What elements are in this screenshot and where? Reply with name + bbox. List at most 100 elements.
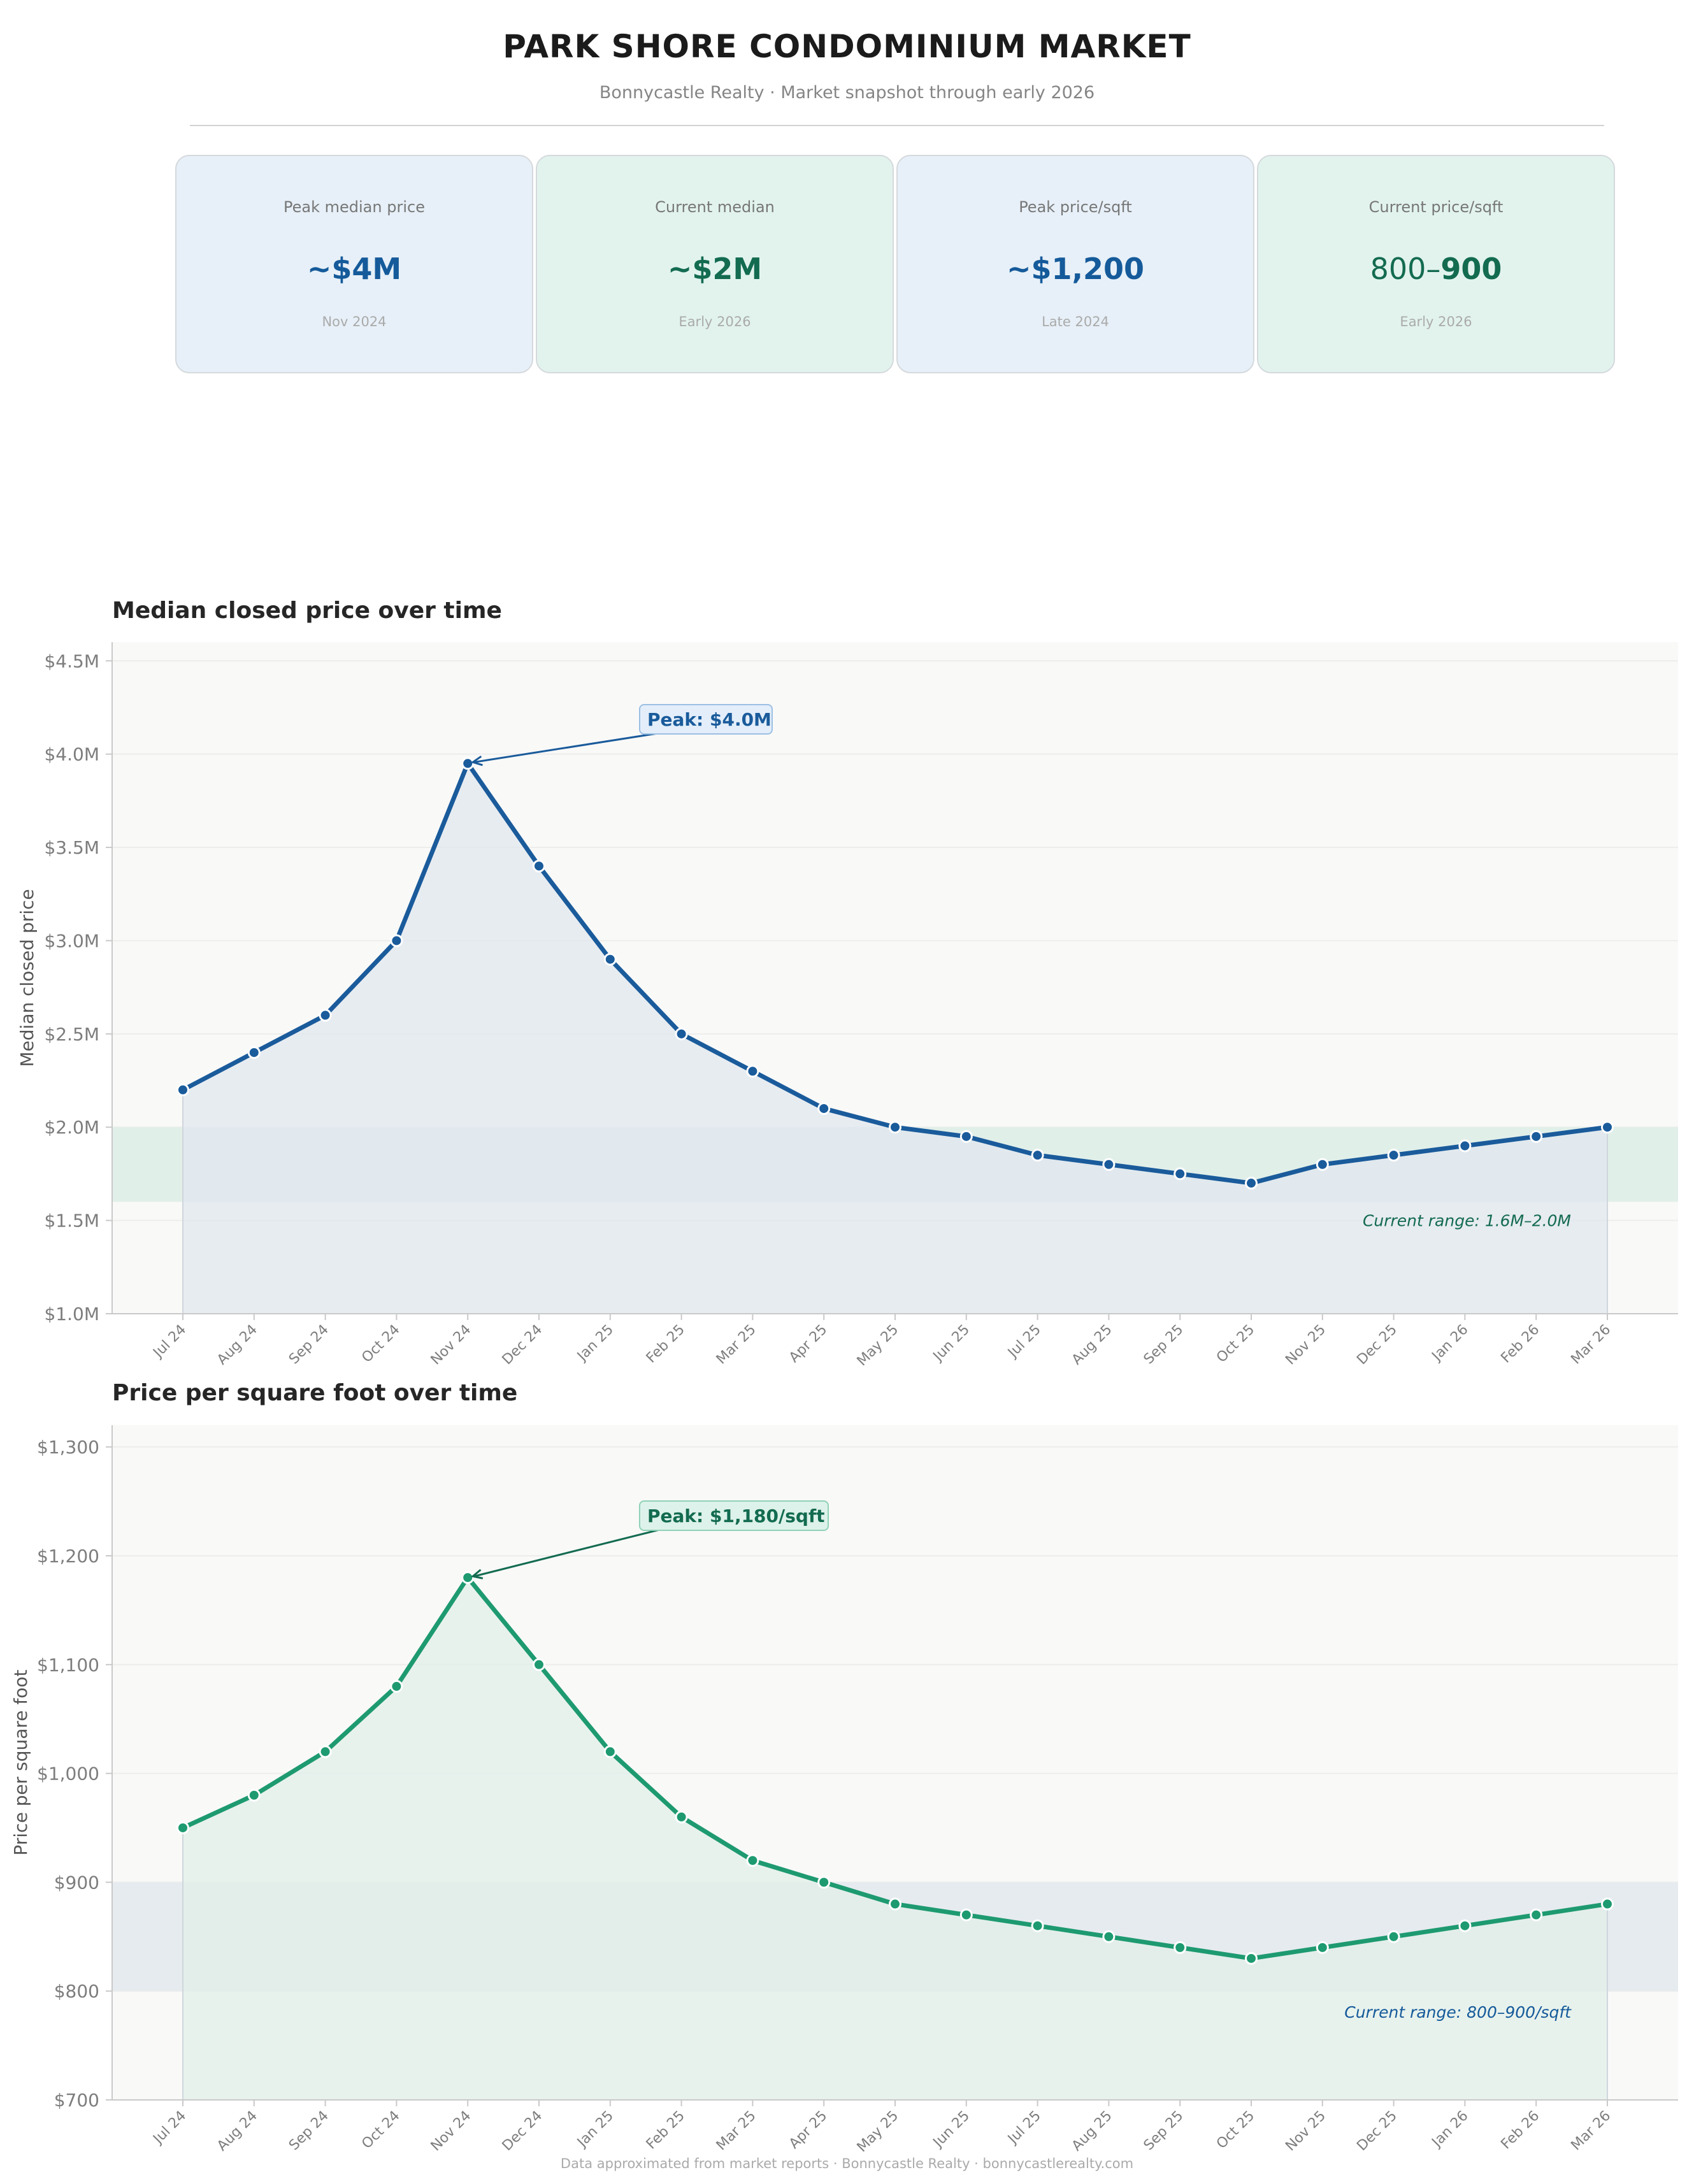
x-tick-label: Mar 26 [1568, 1322, 1614, 1368]
data-point [461, 757, 475, 770]
y-tick-label: $1,000 [37, 1764, 99, 1785]
data-point [603, 952, 617, 966]
card-current-median: Current median ~$2M Early 2026 [536, 155, 894, 373]
x-tick-label: Aug 25 [1069, 1322, 1116, 1369]
x-tick-label: Aug 25 [1069, 2108, 1116, 2152]
data-point [533, 1658, 545, 1671]
card-sub: Late 2024 [1042, 314, 1109, 329]
x-tick-label: Nov 24 [428, 2108, 475, 2152]
data-point [319, 1745, 332, 1758]
data-point [247, 1788, 261, 1802]
x-tick-label: Nov 25 [1282, 1322, 1329, 1369]
y-tick-label: $1,200 [37, 1546, 99, 1567]
data-point [817, 1102, 831, 1115]
x-tick-label: Feb 25 [643, 2108, 688, 2152]
y-tick-label: $1,100 [37, 1655, 99, 1676]
card-value-bold: 900 [1440, 252, 1502, 286]
data-point [1458, 1919, 1472, 1932]
chart-title-median-price: Median closed price over time [112, 598, 502, 624]
area-fill [183, 1577, 1607, 2100]
y-axis-label: Median closed price [17, 889, 38, 1067]
x-tick-label: Jan 25 [573, 1322, 617, 1365]
data-point [1601, 1897, 1614, 1911]
y-tick-label: $2.0M [44, 1117, 99, 1138]
x-tick-label: Jun 25 [930, 1322, 973, 1365]
peak-label-box [639, 704, 773, 735]
card-peak-price-sqft: Peak price/sqft ~$1,200 Late 2024 [896, 155, 1254, 373]
x-tick-label: Oct 24 [359, 2108, 403, 2152]
x-tick-label: Jul 25 [1004, 2108, 1044, 2148]
y-tick-label: $1,300 [37, 1437, 99, 1458]
price-per-sqft-chart: $700 $800 $900 $1,000 $1,100 $1,200 $1,300 Curr… [10, 1425, 1678, 2152]
data-point [319, 1009, 332, 1022]
x-tick-label: Sep 24 [286, 2108, 332, 2152]
data-point [675, 1027, 688, 1040]
data-point [1245, 1951, 1258, 1965]
current-range-label: Current range: 1.6M–2.0M [1363, 1211, 1571, 1230]
median-price-chart: $1.0M $1.5M $2.0M $2.5M $3.0M $3.5M $4.0M $4.5M… [17, 642, 1678, 1369]
x-tick-label: Jul 24 [150, 1322, 190, 1362]
x-tick-label: Oct 24 [359, 1322, 403, 1366]
x-tick-label: Jan 25 [573, 2108, 617, 2152]
y-tick-label: $800 [54, 1981, 99, 2002]
x-tick-label: Mar 26 [1568, 2108, 1614, 2152]
summary-cards: Peak median price ~$4M Nov 2024 Current … [175, 155, 1619, 375]
x-tick-label: Jul 25 [1004, 1322, 1044, 1362]
card-value: 800–900 [1258, 252, 1614, 286]
data-point [533, 859, 545, 873]
data-point [1387, 1149, 1400, 1162]
x-tick-label: Apr 25 [786, 1322, 830, 1366]
footer-note: Data approximated from market reports · … [560, 2156, 1134, 2171]
x-tick-label: Oct 25 [1214, 2108, 1258, 2152]
x-tick-label: Nov 25 [1282, 2108, 1329, 2152]
data-point [746, 1065, 759, 1078]
x-tick-label: Feb 26 [1498, 2108, 1542, 2152]
x-tick-label: Dec 24 [499, 2108, 546, 2152]
data-point [889, 1897, 901, 1911]
page-subtitle: Bonnycastle Realty · Market snapshot thr… [599, 83, 1095, 103]
peak-label: Peak: $4.0M [647, 709, 772, 730]
card-label: Peak median price [284, 198, 425, 216]
x-tick-label: Jul 24 [150, 2108, 190, 2148]
data-point [889, 1121, 901, 1134]
card-value-light: 800– [1370, 252, 1441, 286]
card-label: Current median [655, 198, 775, 216]
card-sub: Nov 2024 [322, 314, 387, 329]
peak-arrow [473, 731, 663, 763]
card-value: ~$4M [306, 252, 402, 286]
data-point [1245, 1177, 1258, 1190]
x-tick-label: Jan 26 [1428, 1322, 1472, 1365]
x-tick-label: Aug 24 [214, 1322, 261, 1369]
data-point [176, 1821, 189, 1834]
data-point [959, 1130, 973, 1143]
data-point [1102, 1158, 1116, 1171]
x-tick-label: Sep 25 [1141, 2108, 1187, 2152]
data-point [1530, 1130, 1543, 1143]
data-point [675, 1810, 688, 1823]
data-point [603, 1745, 617, 1758]
card-current-price-sqft: Current price/sqft 800–900 Early 2026 [1257, 155, 1615, 373]
y-tick-label: $3.5M [44, 837, 99, 858]
data-point [1031, 1919, 1044, 1932]
card-sub: Early 2026 [678, 314, 751, 329]
y-tick-label: $4.0M [44, 744, 99, 765]
data-point [176, 1083, 189, 1096]
page-title: PARK SHORE CONDOMINIUM MARKET [503, 28, 1191, 65]
data-point [1316, 1941, 1329, 1954]
x-tick-label: Dec 24 [499, 1322, 546, 1369]
data-point [390, 934, 403, 947]
data-point [1102, 1930, 1116, 1943]
data-point [1601, 1121, 1614, 1134]
y-tick-label: $900 [54, 1872, 99, 1893]
peak-label-box [639, 1500, 829, 1531]
card-peak-median-price: Peak median price ~$4M Nov 2024 [175, 155, 533, 373]
data-point [1316, 1158, 1329, 1171]
x-tick-label: Jun 25 [930, 2108, 973, 2152]
x-tick-label: Mar 25 [714, 1322, 759, 1368]
x-tick-label: Nov 24 [428, 1322, 475, 1369]
card-value: ~$1,200 [1006, 252, 1145, 286]
peak-label: Peak: $1,180/sqft [647, 1505, 825, 1527]
card-label: Current price/sqft [1368, 198, 1504, 216]
peak-arrow [473, 1528, 663, 1577]
data-point [817, 1876, 831, 1889]
